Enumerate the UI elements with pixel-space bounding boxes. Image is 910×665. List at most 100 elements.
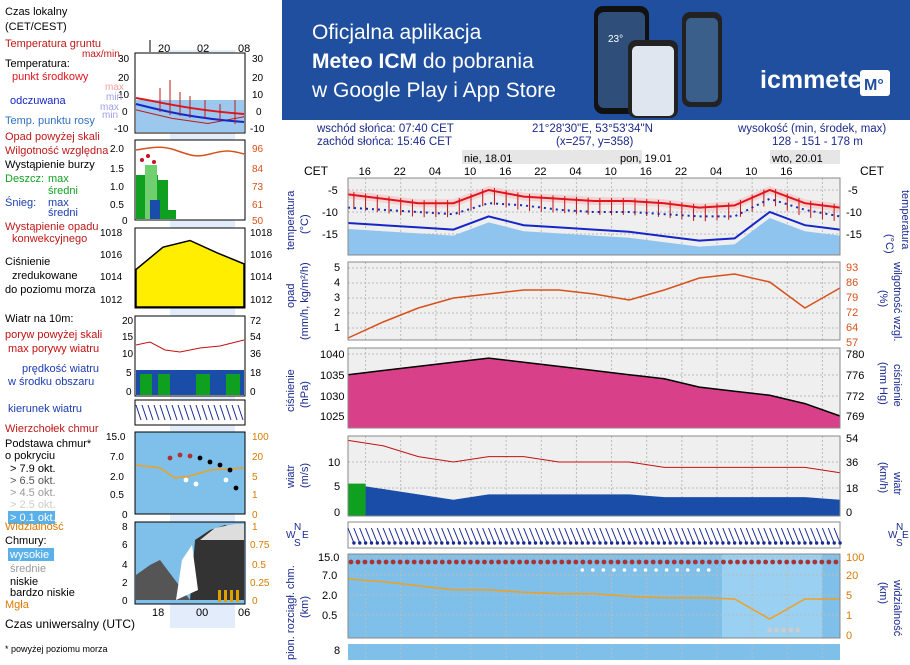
- cloud-dot: [369, 559, 375, 565]
- coordinates: 21°28'30"E, 53°53'34"N: [532, 123, 653, 135]
- precip-panel-frame: [347, 261, 841, 341]
- cloud-dot: [675, 568, 679, 572]
- cloud-dot: [749, 559, 754, 565]
- wind-arrow-head: [762, 541, 766, 545]
- wind-arrow-head: [387, 541, 391, 545]
- cloud-dot: [425, 559, 431, 565]
- cover-vlow-label: bardzo niskie: [10, 587, 75, 599]
- temp-feel-line: [347, 197, 841, 218]
- legend-temp-panel: 30 20 10 0 -10 30 20 10 0 -10: [114, 52, 265, 135]
- hum-tick: 73: [252, 182, 264, 193]
- legend-pressure-area: [135, 239, 245, 308]
- wind-arrow-head: [568, 541, 573, 545]
- cover-tick: 8: [122, 522, 128, 533]
- wind-arrow-head: [492, 541, 497, 545]
- wind-arrow: [681, 527, 689, 544]
- wind-arrow: [616, 527, 624, 544]
- wind-arrow: [816, 527, 823, 544]
- dir-s-r: S: [896, 538, 903, 549]
- wind-arrow-head: [750, 541, 754, 545]
- cloud-okt-2: > 6.5 okt.: [10, 475, 56, 487]
- cloud-dot: [615, 559, 621, 565]
- wind-arrow-head: [527, 541, 532, 545]
- app-banner[interactable]: Oficjalna aplikacja Meteo ICM do pobrani…: [282, 0, 910, 120]
- precip-tick: 2.0: [110, 144, 124, 155]
- phone-screen-3: [686, 18, 718, 102]
- cloud-dot: [788, 627, 794, 633]
- legend-wind-arrow: [237, 404, 244, 421]
- legend-precip-above-marks: [140, 154, 156, 164]
- wind-arrow-head: [545, 541, 549, 545]
- cloud-dot: [453, 559, 459, 565]
- legend-cover-mid: [190, 525, 244, 600]
- rain-max-label: max: [48, 173, 69, 185]
- cloud-dot: [706, 559, 712, 565]
- wind-arrow-head: [399, 541, 403, 545]
- cloud-dot: [692, 559, 698, 565]
- tz-tick: 20: [158, 43, 170, 55]
- temp-axis-label-r: temperatura: [899, 190, 910, 250]
- wind-arrow: [652, 527, 659, 544]
- dir-n: N: [294, 522, 301, 533]
- legend-temp-min-line: [135, 103, 245, 123]
- wind-arrow: [810, 527, 818, 544]
- wind-arrow: [792, 527, 800, 544]
- wind-tick-r: 72: [250, 316, 262, 327]
- wind-arrow-head: [832, 541, 836, 545]
- cloud-dot: [707, 568, 711, 572]
- vis-axis-label: widzialność: [891, 579, 903, 637]
- cloud-dot: [770, 559, 776, 565]
- wind-arrow-head: [451, 541, 456, 545]
- wind-arrow: [382, 527, 390, 544]
- legend-wind-arrow: [171, 404, 178, 421]
- windk-axis-label: wiatr: [891, 471, 903, 496]
- hour-label: 16: [499, 166, 511, 178]
- hum-tick: 50: [252, 216, 264, 227]
- wind-arrow: [499, 527, 507, 544]
- humidity-line: [347, 273, 841, 339]
- cloud-dot: [468, 559, 473, 565]
- wind-arrow: [505, 527, 513, 544]
- wind-tick: 5: [334, 481, 340, 493]
- cloud-tick: 7.0: [110, 452, 124, 463]
- pressmm-axis-unit: (mm Hg): [877, 362, 889, 405]
- wind-arrow: [406, 527, 413, 544]
- hour-label: 04: [569, 166, 581, 178]
- temp-min-line: [347, 210, 841, 242]
- cloud-dot: [774, 627, 780, 633]
- cloud-dot: [439, 559, 445, 565]
- wind-arrow: [827, 527, 835, 544]
- gust-above-label: poryw powyżej skali: [5, 329, 102, 341]
- cover-tick: 2: [122, 578, 128, 589]
- vis-axis-unit: (km): [877, 582, 889, 604]
- precip-tick: 3: [334, 292, 340, 304]
- vis-tick: 0: [252, 510, 258, 521]
- fog-tick: 0.75: [250, 540, 270, 551]
- pressure-panel-frame: [347, 347, 841, 429]
- wind-tick: 0: [334, 507, 340, 519]
- temp-tick: 20: [118, 73, 130, 84]
- cloud-dot: [418, 559, 424, 565]
- pressmm-tick: 772: [846, 391, 864, 403]
- wind-arrow: [558, 527, 566, 544]
- wind-arrow: [370, 527, 378, 544]
- wind-arrow: [786, 527, 794, 544]
- wind-tick: 0: [126, 387, 132, 398]
- wind-arrow: [757, 527, 765, 544]
- wind-arrow: [376, 527, 384, 544]
- dir-w: W: [286, 530, 296, 541]
- temp-axis-label: temperatura: [285, 190, 297, 250]
- wind-arrow-head: [779, 541, 784, 545]
- temp-tick-r: -15: [846, 229, 862, 241]
- wind-arrow-head: [785, 541, 790, 545]
- wind-speed-label-1: prędkość wiatru: [22, 363, 99, 375]
- vis-tick: 5: [846, 590, 852, 602]
- wind-arrow-head: [486, 541, 491, 545]
- cloud-dot: [735, 559, 740, 565]
- cloud-dot: [791, 559, 797, 565]
- legend-wind-arrow: [141, 404, 148, 421]
- fog-label: Mgła: [5, 599, 30, 611]
- cloud-tick: 15.0: [318, 552, 339, 564]
- wind-arrow: [411, 527, 419, 544]
- day-label: pon, 19.01: [620, 153, 672, 165]
